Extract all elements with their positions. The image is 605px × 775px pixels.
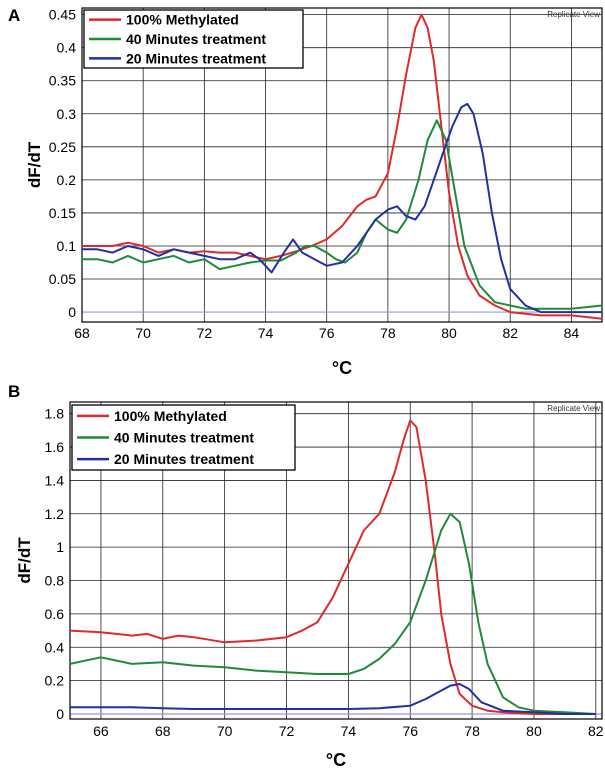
plot-frame xyxy=(81,7,603,323)
y-tick-label: 0.25 xyxy=(49,139,76,155)
y-tick-label: 0.3 xyxy=(57,106,77,122)
legend-label-2: 40 Minutes treatment xyxy=(114,430,254,446)
y-tick-label: 0.8 xyxy=(45,573,65,589)
y-axis-title: dF/dT xyxy=(25,141,44,188)
legend-label-2: 40 Minutes treatment xyxy=(126,31,266,47)
corner-label: Replicate View xyxy=(547,10,600,19)
series-line-2 xyxy=(82,119,603,310)
x-tick-label: 70 xyxy=(217,723,233,739)
series-line-2 xyxy=(69,512,596,715)
chart-panel-a: Replicate View 68 70 72 74 76 78 80 82 84 0 0.05 0.1… xyxy=(25,7,603,378)
x-tick-label: 74 xyxy=(341,723,357,739)
plot-frame xyxy=(69,401,603,720)
series-line-1 xyxy=(69,419,596,715)
y-tick-label: 1.6 xyxy=(45,439,65,455)
corner-label: Replicate View xyxy=(547,404,600,413)
y-axis-title: dF/dT xyxy=(15,537,34,584)
y-tick-label: 1 xyxy=(56,539,64,555)
panel-label-a: A xyxy=(8,6,20,25)
series-line-3 xyxy=(82,102,602,314)
legend-label-1: 100% Methylated xyxy=(114,408,227,424)
chart-panel-b: Replicate View 66 68 70 72 74 76 78 80 82 0 0.2 0.4 0… xyxy=(15,401,604,770)
y-tick-label: 0.1 xyxy=(57,238,77,254)
x-tick-label: 70 xyxy=(135,325,151,341)
x-tick-label: 76 xyxy=(319,325,335,341)
x-tick-label: 72 xyxy=(197,325,213,341)
series-line-3 xyxy=(70,683,596,715)
x-tick-label: 68 xyxy=(155,723,171,739)
y-tick-label: 0.2 xyxy=(57,172,77,188)
y-tick-label: 0.15 xyxy=(49,205,76,221)
y-tick-label: 0.45 xyxy=(49,7,76,23)
y-tick-label: 0.4 xyxy=(45,639,65,655)
x-tick-label: 82 xyxy=(502,325,518,341)
x-tick-label: 80 xyxy=(441,325,457,341)
x-tick-label: 68 xyxy=(74,325,90,341)
x-tick-label: 84 xyxy=(564,325,580,341)
y-tick-label: 1.2 xyxy=(45,506,65,522)
y-tick-label: 1.4 xyxy=(45,472,65,488)
y-tick-label: 0 xyxy=(68,304,76,320)
y-tick-label: 0 xyxy=(56,706,64,722)
y-tick-label: 0.6 xyxy=(45,606,65,622)
x-tick-label: 66 xyxy=(93,723,109,739)
x-tick-label: 72 xyxy=(279,723,295,739)
y-tick-label: 0.05 xyxy=(49,271,76,287)
legend: 100% Methylated 40 Minutes treatment 20 Mi… xyxy=(71,404,296,471)
legend-box xyxy=(71,404,296,471)
y-tick-label: 0.2 xyxy=(45,673,65,689)
legend-label-3: 20 Minutes treatment xyxy=(114,451,254,467)
y-tick-label: 0.35 xyxy=(49,73,76,89)
y-tick-label: 0.4 xyxy=(57,40,77,56)
x-axis-title: °C xyxy=(326,750,346,770)
x-tick-label: 82 xyxy=(588,723,604,739)
legend-label-1: 100% Methylated xyxy=(126,12,239,28)
x-tick-label: 76 xyxy=(402,723,418,739)
y-tick-label: 1.8 xyxy=(45,406,65,422)
legend: 100% Methylated 40 Minutes treatment 20 Mi… xyxy=(83,9,304,69)
x-tick-label: 78 xyxy=(464,723,480,739)
panel-label-b: B xyxy=(8,382,20,401)
x-tick-label: 74 xyxy=(258,325,274,341)
x-tick-label: 78 xyxy=(380,325,396,341)
x-tick-label: 80 xyxy=(526,723,542,739)
legend-label-3: 20 Minutes treatment xyxy=(126,50,266,66)
x-axis-title: °C xyxy=(332,358,352,378)
